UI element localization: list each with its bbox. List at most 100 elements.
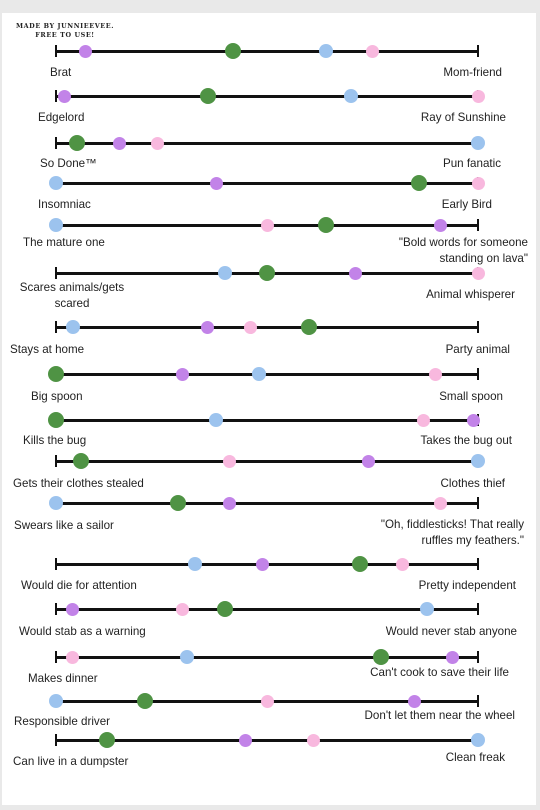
scale-right-label: Clean freak [445, 751, 505, 764]
green-character-marker [48, 412, 64, 428]
scale-left-label: Kills the bug [23, 434, 87, 447]
pink-character-marker [429, 367, 443, 381]
scale-right-label: Clothes thief [440, 477, 505, 490]
scale-right-label: Would never stab anyone [385, 625, 517, 638]
purple-character-marker [433, 218, 447, 232]
scale-line [55, 655, 479, 659]
pink-character-marker [306, 733, 320, 747]
blue-character-marker [471, 733, 485, 747]
green-character-marker [259, 265, 275, 281]
purple-character-marker [222, 496, 236, 510]
green-character-marker [410, 175, 427, 191]
scale-left-end-tick [55, 455, 57, 467]
pink-character-marker [471, 176, 485, 190]
purple-character-marker [467, 413, 481, 427]
scale-right-label: Ray of Sunshine [420, 111, 506, 124]
scale-left-end-tick [55, 45, 57, 57]
scale-left-label: Big spoon [31, 390, 83, 403]
scale-line [55, 607, 479, 611]
green-character-marker [318, 217, 335, 233]
pink-character-marker [260, 694, 274, 708]
pink-character-marker [260, 218, 274, 232]
green-character-marker [136, 693, 153, 709]
scale-right-end-tick [477, 219, 479, 231]
credit-line-2: FREE TO USE! [35, 31, 95, 39]
blue-character-marker [217, 266, 232, 280]
scale-line [55, 325, 479, 329]
purple-character-marker [361, 454, 375, 468]
scale-left-end-tick [55, 558, 57, 570]
blue-character-marker [179, 650, 194, 664]
scale-line [55, 459, 479, 463]
pink-character-marker [222, 454, 236, 468]
scale-right-end-tick [477, 368, 479, 380]
scale-right-label: "Bold words for someone standing on lava… [398, 236, 528, 265]
purple-character-marker [201, 320, 215, 334]
pink-character-marker [150, 136, 164, 150]
scale-left-end-tick [55, 651, 57, 663]
pink-character-marker [366, 44, 379, 58]
blue-character-marker [471, 454, 485, 468]
green-character-marker [98, 732, 115, 748]
scale-line [55, 181, 479, 185]
pink-character-marker [176, 602, 190, 616]
scale-right-end-tick [477, 558, 479, 570]
scale-right-end-tick [477, 45, 479, 57]
scale-left-label: So Done™ [40, 157, 97, 170]
pink-character-marker [471, 266, 485, 280]
purple-character-marker [349, 266, 363, 280]
scale-right-end-tick [477, 603, 479, 615]
pink-character-marker [416, 413, 430, 427]
scale-left-label: Stays at home [10, 343, 85, 356]
scale-left-label: Gets their clothes stealed [13, 477, 144, 490]
scale-left-end-tick [55, 734, 57, 746]
pink-character-marker [433, 496, 447, 510]
blue-character-marker [49, 496, 63, 510]
purple-character-marker [446, 650, 460, 664]
scale-left-end-tick [55, 267, 57, 279]
blue-character-marker [344, 89, 359, 103]
credit-line-1: MADE BY JUNNIEEVEE. [15, 22, 115, 30]
scale-line [55, 141, 479, 145]
scale-right-end-tick [477, 695, 479, 707]
scale-right-label: Can't cook to save their life [370, 666, 509, 679]
scale-right-label: Animal whisperer [426, 288, 515, 301]
blue-character-marker [49, 176, 63, 190]
blue-character-marker [319, 44, 334, 58]
scale-left-end-tick [55, 137, 57, 149]
scale-right-label: Early Bird [441, 198, 492, 211]
scale-left-end-tick [55, 321, 57, 333]
scale-right-label: Pun fanatic [442, 157, 501, 170]
pink-character-marker [66, 650, 80, 664]
scale-left-label: Brat [50, 66, 72, 79]
creator-credit: MADE BY JUNNIEEVEE. FREE TO USE! [10, 22, 120, 40]
scale-left-label: The mature one [23, 236, 105, 249]
green-character-marker [48, 366, 64, 382]
purple-character-marker [408, 694, 422, 708]
green-character-marker [216, 601, 233, 617]
blue-character-marker [209, 413, 224, 427]
purple-character-marker [57, 89, 71, 103]
scale-right-end-tick [477, 497, 479, 509]
scale-right-label: Mom-friend [443, 66, 502, 79]
scale-line [55, 94, 479, 98]
scale-right-end-tick [477, 321, 479, 333]
scale-right-label: Don't let them near the wheel [364, 709, 515, 722]
blue-character-marker [49, 694, 63, 708]
scale-left-end-tick [55, 603, 57, 615]
blue-character-marker [49, 218, 63, 232]
scale-left-label: Would die for attention [21, 579, 137, 592]
scale-left-label: Scares animals/gets scared [19, 281, 125, 310]
scale-left-label: Edgelord [38, 111, 85, 124]
pink-character-marker [395, 557, 409, 571]
chart-sheet [2, 13, 536, 805]
scale-left-label: Insomniac [38, 198, 91, 211]
purple-character-marker [256, 557, 270, 571]
green-character-marker [372, 649, 389, 665]
scale-right-label: Party animal [445, 343, 510, 356]
scale-line [55, 738, 479, 742]
scale-right-label: "Oh, fiddlesticks! That really ruffles m… [380, 518, 524, 547]
scale-left-end-tick [55, 90, 57, 102]
blue-character-marker [420, 602, 435, 616]
